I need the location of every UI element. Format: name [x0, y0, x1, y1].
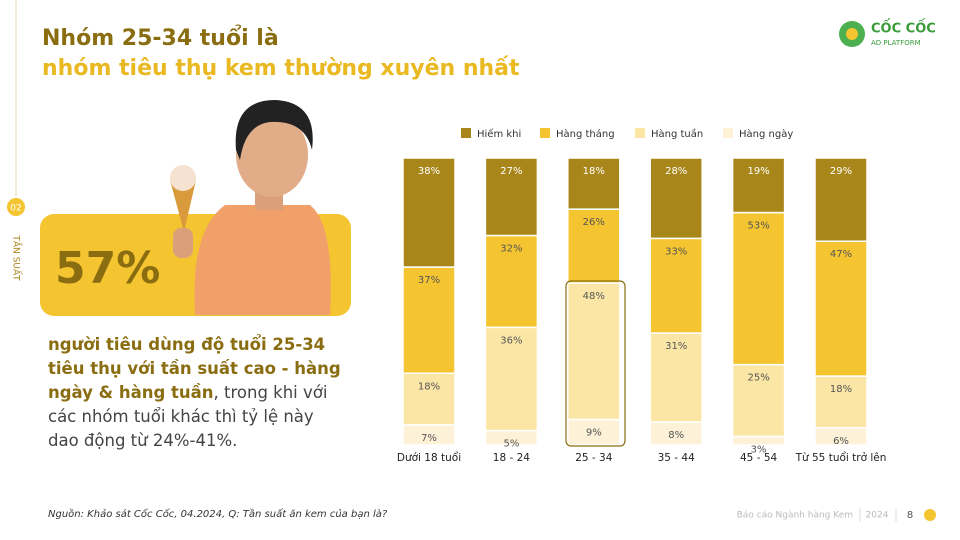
bar-segment	[402, 157, 456, 268]
value-label: 5%	[503, 439, 519, 450]
value-label: 9%	[586, 427, 602, 438]
bar-segment	[567, 157, 621, 210]
person-illustration	[170, 100, 331, 315]
value-label: 37%	[418, 275, 440, 286]
legend-label: Hàng ngày	[739, 128, 793, 140]
value-label: 7%	[421, 433, 437, 444]
subtitle: nhóm tiêu thụ kem thường xuyên nhất	[42, 56, 520, 81]
bar-segment	[484, 326, 539, 432]
bar-segment	[484, 234, 539, 329]
value-label: 3%	[751, 444, 767, 455]
x-tick-label: Từ 55 tuổi trở lên	[795, 451, 887, 464]
logo-sub: AD PLATFORM	[871, 39, 921, 47]
x-tick-label: Dưới 18 tuổi	[397, 451, 461, 464]
description-bold: người tiêu dùng độ tuổi 25-34 tiêu thụ v…	[48, 335, 341, 402]
footer-report: Báo cáo Ngành hàng Kem	[737, 511, 853, 521]
focus-outline	[565, 280, 626, 447]
value-label: 36%	[500, 335, 522, 346]
stat: 57%	[55, 243, 160, 294]
value-label: 27%	[500, 166, 522, 177]
logo-name: CỐC CỐC	[871, 19, 936, 37]
legend-label: Hàng tuần	[651, 128, 703, 140]
source: Nguồn: Khảo sát Cốc Cốc, 04.2024, Q: Tần…	[48, 509, 388, 520]
value-label: 8%	[668, 430, 684, 441]
bar-segment	[731, 157, 786, 214]
legend-swatch	[540, 128, 550, 138]
value-label: 48%	[583, 291, 605, 302]
x-tick-label: 25 - 34	[575, 452, 613, 464]
x-tick-label: 35 - 44	[658, 452, 696, 464]
value-label: 19%	[747, 166, 769, 177]
value-label: 32%	[500, 243, 522, 254]
bar-segment	[649, 237, 703, 334]
value-label: 31%	[665, 341, 687, 352]
side-number: 02	[10, 204, 21, 214]
value-label: 25%	[747, 373, 769, 384]
legend-swatch	[635, 128, 645, 138]
legend-swatch	[723, 128, 733, 138]
bar-segment	[567, 282, 621, 421]
bar-segment	[649, 332, 703, 423]
value-label: 18%	[830, 384, 852, 395]
bar-segment	[814, 157, 868, 242]
legend-label: Hiếm khi	[477, 128, 521, 140]
description: người tiêu dùng độ tuổi 25-34 tiêu thụ v…	[48, 333, 348, 453]
footer-year: 2024	[866, 511, 889, 521]
value-label: 33%	[665, 246, 687, 257]
value-label: 18%	[583, 166, 605, 177]
logo-icon-inner	[846, 28, 858, 40]
bar-segment	[814, 375, 868, 429]
value-label: 53%	[747, 221, 769, 232]
bar-segment	[814, 240, 868, 377]
value-label: 18%	[418, 381, 440, 392]
value-label: 28%	[665, 166, 687, 177]
bar-segment	[402, 372, 456, 426]
description-text: , trong khi với các nhóm tuổi khác thì t…	[48, 383, 328, 450]
legend-label: Hàng tháng	[556, 128, 615, 140]
bar-segment	[649, 157, 703, 240]
footer-icon	[924, 509, 936, 521]
x-tick-label: 18 - 24	[493, 452, 531, 464]
legend-swatch	[461, 128, 471, 138]
value-label: 29%	[830, 166, 852, 177]
value-label: 47%	[830, 249, 852, 260]
value-label: 26%	[583, 217, 605, 228]
value-label: 6%	[833, 436, 849, 447]
side-badge	[7, 198, 25, 216]
x-tick-label: 45 - 54	[740, 452, 778, 464]
bar-segment	[731, 211, 786, 366]
side-label: TẦN SUẤT	[11, 234, 24, 281]
chart: Hiếm khi Hàng tháng Hàng tuần Hàng ngày 7% 18…	[397, 128, 887, 464]
bar-segment	[567, 208, 621, 284]
title: Nhóm 25-34 tuổi là	[42, 26, 279, 51]
bar-segment	[484, 157, 539, 237]
footer-page: 8	[907, 510, 913, 521]
value-label: 38%	[418, 166, 440, 177]
